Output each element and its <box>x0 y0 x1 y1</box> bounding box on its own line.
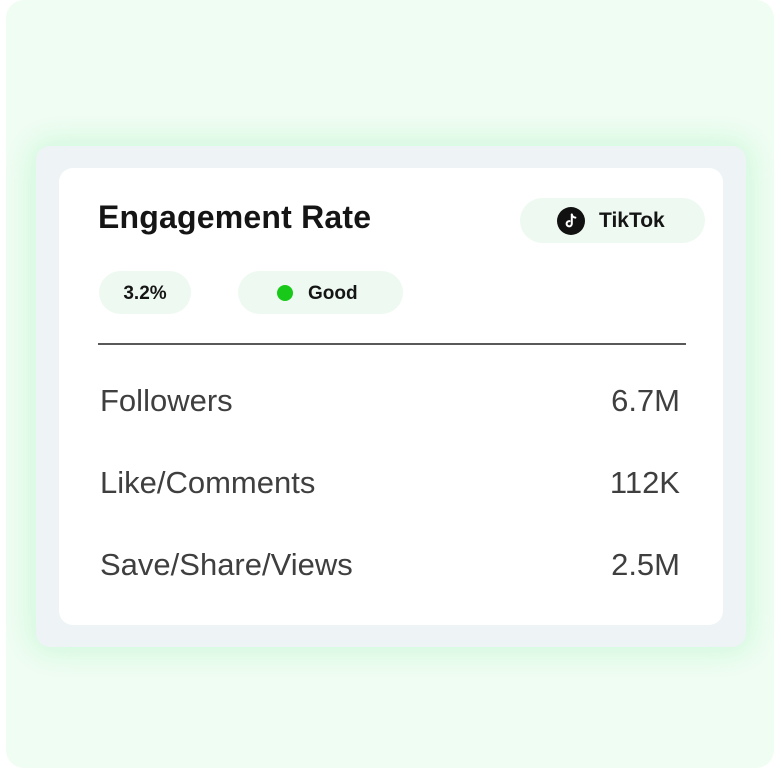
stat-label: Followers <box>100 383 233 418</box>
stat-value: 112K <box>609 465 680 500</box>
status-label: Good <box>308 283 358 304</box>
platform-badge[interactable]: TikTok <box>520 198 705 243</box>
platform-label: TikTok <box>599 209 665 232</box>
status-badge: Good <box>238 271 403 314</box>
stat-row-followers: Followers 6.7M <box>100 383 680 423</box>
rate-badge: 3.2% <box>99 271 191 314</box>
status-dot-icon <box>277 285 293 301</box>
engagement-card: Engagement Rate TikTok 3.2% Good Followe… <box>59 168 723 625</box>
stat-label: Like/Comments <box>100 465 316 500</box>
stat-label: Save/Share/Views <box>100 547 353 582</box>
stat-value: 2.5M <box>611 547 680 582</box>
rate-value: 3.2% <box>123 283 167 304</box>
divider <box>98 343 686 345</box>
stat-value: 6.7M <box>611 383 680 418</box>
stat-row-like-comments: Like/Comments 112K <box>100 465 680 505</box>
stat-row-save-share-views: Save/Share/Views 2.5M <box>100 547 680 587</box>
tiktok-icon <box>557 207 585 235</box>
card-title: Engagement Rate <box>98 199 372 235</box>
